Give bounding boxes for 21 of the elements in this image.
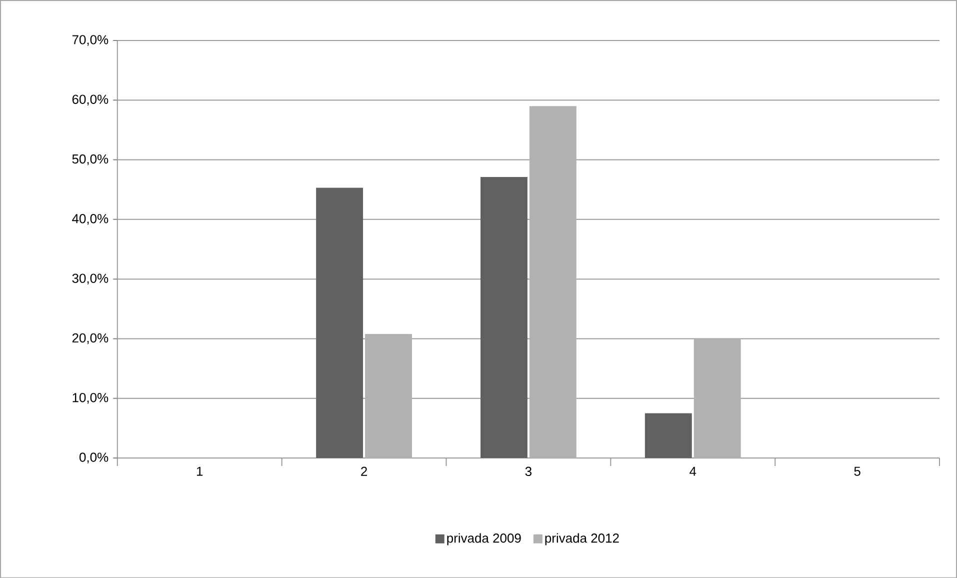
x-tick-label: 4 [690,466,696,476]
bar [316,188,364,458]
x-tick-label: 5 [854,466,860,476]
y-tick-label: 20,0% [72,333,108,344]
bar [365,334,412,458]
y-tick-label: 50,0% [72,154,108,165]
legend-label: privada 2009 [447,533,521,546]
y-tick-label: 70,0% [72,34,108,46]
bar [694,338,741,458]
bar [644,413,692,458]
y-tick-label: 30,0% [72,274,108,284]
x-tick-label: 1 [196,466,203,476]
y-tick-label: 0,0% [79,452,108,464]
y-tick-label: 10,0% [72,392,108,404]
bar [529,106,576,458]
legend-label: privada 2012 [545,533,619,546]
x-tick-label: 2 [361,466,367,476]
bar [480,176,528,458]
y-tick-label: 60,0% [72,94,108,106]
x-tick-label: 3 [525,466,532,476]
y-tick-label: 40,0% [72,214,108,225]
